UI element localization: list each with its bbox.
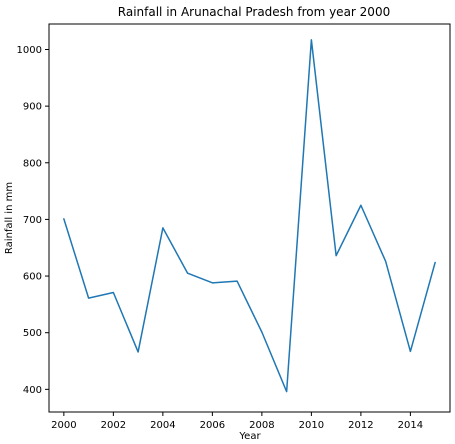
y-tick-label: 900	[23, 102, 42, 113]
x-axis: 2000 2002 2004 2006 2008 2010 2012 2014	[51, 412, 423, 431]
y-tick-label: 500	[23, 328, 42, 339]
x-tick-label: 2002	[101, 420, 126, 431]
series-layer	[63, 39, 436, 393]
x-tick-label: 2010	[299, 420, 324, 431]
y-tick-label: 700	[23, 215, 42, 226]
x-tick-label: 2012	[348, 420, 373, 431]
y-axis-label: Rainfall in mm	[4, 182, 15, 254]
x-tick-label: 2008	[249, 420, 274, 431]
rainfall-series-line	[63, 39, 436, 393]
y-axis: 400 500 600 700 800 900 1000	[17, 45, 49, 396]
plot-area	[48, 23, 451, 413]
chart-title: Rainfall in Arunachal Pradesh from year …	[118, 5, 390, 19]
y-tick-label: 800	[23, 158, 42, 169]
x-axis-label: Year	[238, 431, 261, 442]
y-tick-label: 1000	[17, 45, 42, 56]
x-tick-label: 2006	[200, 420, 225, 431]
x-tick-label: 2000	[51, 420, 76, 431]
x-tick-label: 2014	[398, 420, 423, 431]
x-tick-label: 2004	[150, 420, 175, 431]
y-tick-label: 400	[23, 385, 42, 396]
y-tick-label: 600	[23, 272, 42, 283]
